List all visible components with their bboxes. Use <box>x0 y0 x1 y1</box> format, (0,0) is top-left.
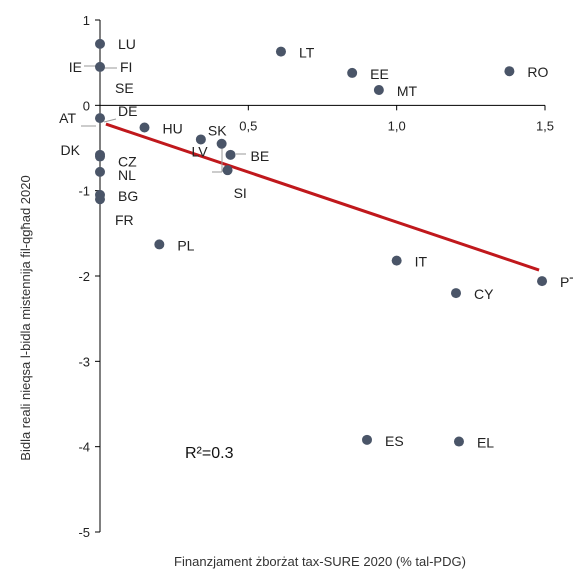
point-lv <box>216 138 227 149</box>
point-label-de: DE <box>118 103 137 119</box>
point-label-si: SI <box>234 185 247 201</box>
point-label-pl: PL <box>177 237 194 253</box>
point-cy <box>451 288 461 299</box>
point-ro <box>504 66 515 77</box>
point-cz <box>95 151 105 162</box>
point-label-cy: CY <box>474 286 494 302</box>
point-label-el: EL <box>477 435 494 451</box>
point-label-se: SE <box>115 80 134 96</box>
point-label-bg: BG <box>118 188 138 204</box>
point-label-ro: RO <box>527 64 548 80</box>
y-tick-label: 0 <box>83 98 90 113</box>
point-label-be: BE <box>251 148 270 164</box>
point-label-mt: MT <box>397 83 418 99</box>
point-be <box>225 149 236 160</box>
point-label-es: ES <box>385 433 404 449</box>
x-tick-label: 0,5 <box>239 118 257 133</box>
point-si <box>222 165 233 176</box>
y-tick-label: 1 <box>83 13 90 28</box>
point-ie <box>95 61 105 72</box>
point-label-fr: FR <box>115 212 134 228</box>
point-lt <box>275 46 286 57</box>
point-label-lt: LT <box>299 45 315 61</box>
leader-lines <box>81 65 246 173</box>
point-label-dk: DK <box>61 142 81 158</box>
point-label-cz: CZ <box>118 154 137 170</box>
point-nl <box>95 166 105 177</box>
y-tick-label: -5 <box>78 525 90 540</box>
point-label-ie: IE <box>69 59 82 75</box>
trendline <box>105 122 540 272</box>
point-label-fi: FI <box>120 59 132 75</box>
point-label-lv: LV <box>192 144 209 160</box>
point-ee <box>347 67 358 78</box>
point-label-it: IT <box>415 254 428 270</box>
x-tick-label: 1,5 <box>536 118 554 133</box>
point-lu <box>95 38 105 49</box>
y-tick-label: -3 <box>78 354 90 369</box>
point-es <box>362 434 372 445</box>
point-label-at: AT <box>59 110 76 126</box>
x-tick-label: 1,0 <box>388 118 406 133</box>
trendline-group <box>105 122 540 272</box>
y-tick-label: -2 <box>78 269 90 284</box>
r-squared-annotation: R²=0.3 <box>185 445 234 462</box>
y-axis-title: Bidla reali nieqsa l-bidla mistennija fi… <box>18 175 33 460</box>
point-label-hu: HU <box>163 121 183 137</box>
y-tick-label: -4 <box>78 440 90 455</box>
point-mt <box>373 84 384 95</box>
point-pt <box>537 276 548 287</box>
point-label-nl: NL <box>118 167 136 183</box>
y-tick-label: -1 <box>78 184 90 199</box>
point-label-pt: PT <box>560 274 573 290</box>
point-label-lu: LU <box>118 36 136 52</box>
data-points <box>95 38 548 447</box>
point-label-ee: EE <box>370 66 389 82</box>
point-el <box>453 436 464 447</box>
tick-labels: 1 0 -1 -2 -3 -4 -5 0,5 1,0 1,5 <box>78 13 554 540</box>
x-axis-title: Finanzjament żborżat tax-SURE 2020 (% ta… <box>174 554 466 569</box>
DE-leader <box>103 118 117 123</box>
point-hu <box>139 122 150 133</box>
point-fr <box>95 194 105 205</box>
point-it <box>391 255 402 266</box>
axes <box>95 19 546 533</box>
point-sk <box>195 134 206 145</box>
point-at <box>95 113 105 124</box>
point-label-sk: SK <box>208 122 227 138</box>
point-pl <box>154 239 165 250</box>
